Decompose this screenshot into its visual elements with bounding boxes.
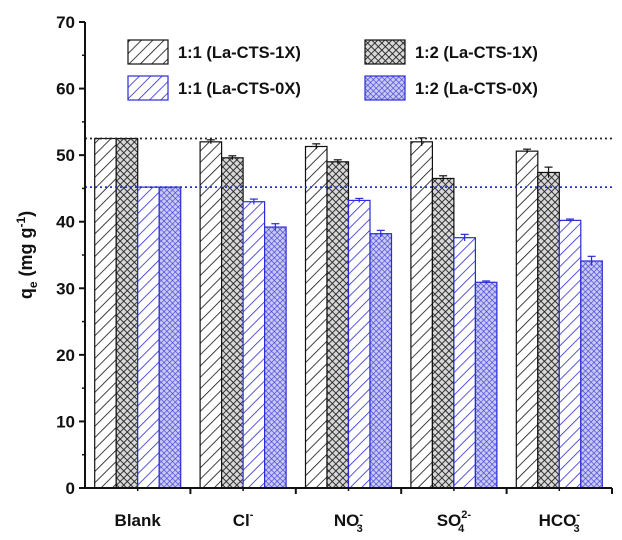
- bar-3-4: [453, 237, 476, 489]
- y-tick-label-4: 40: [56, 213, 75, 232]
- bar-1-2: [199, 141, 223, 489]
- legend-label-1: 1:1 (La-CTS-1X): [178, 44, 301, 62]
- bar-2-1: [115, 137, 139, 489]
- y-axis-label-sub: e: [26, 281, 40, 288]
- y-axis-label-sup: -1: [14, 216, 28, 227]
- bar-4-5: [580, 260, 603, 489]
- legend-swatch-1: [127, 39, 169, 65]
- y-tick-label-2: 20: [56, 346, 75, 365]
- bar-3-1: [137, 186, 160, 489]
- y-tick-label-7: 70: [56, 13, 75, 32]
- y-tick-label-5: 50: [56, 146, 75, 165]
- legend-label-2: 1:2 (La-CTS-1X): [415, 44, 538, 62]
- bar-4-2: [264, 226, 287, 489]
- x-tick-label-1: Blank: [115, 511, 162, 530]
- legend-swatch-2: [364, 39, 406, 65]
- y-axis-label-close: ): [16, 211, 36, 217]
- x-tick-label-sup: -: [576, 509, 580, 521]
- bar-2-2: [221, 157, 244, 489]
- x-tick-label-sub: 3: [574, 523, 580, 535]
- bar-1-1: [94, 137, 117, 489]
- legend-swatch-3: [127, 75, 169, 101]
- legend-label-3: 1:1 (La-CTS-0X): [178, 80, 301, 98]
- x-tick-label-5: HCO- 3: [539, 509, 581, 535]
- bar-1-4: [410, 141, 433, 489]
- x-tick-label-4: SO2- 4: [437, 509, 472, 535]
- y-tick-label-3: 30: [56, 279, 75, 298]
- x-tick-label-sub: 3: [357, 523, 363, 535]
- y-tick-label-1: 10: [56, 412, 75, 431]
- bar-2-5: [537, 171, 560, 489]
- legend-label-4: 1:2 (La-CTS-0X): [415, 80, 538, 98]
- x-tick-label-2: Cl-: [233, 509, 254, 530]
- x-tick-label-base: Blank: [115, 511, 162, 530]
- bars-layer: [94, 137, 603, 489]
- bar-3-2: [242, 201, 266, 489]
- y-axis-label: qe (mg g-1): [14, 211, 40, 299]
- x-tick-label-base: SO: [437, 511, 462, 530]
- x-tick-label-sup: 2-: [461, 509, 471, 521]
- bar-4-4: [474, 281, 498, 489]
- x-tick-label-base: NO: [334, 511, 360, 530]
- y-tick-label-6: 60: [56, 80, 75, 99]
- bar-1-5: [515, 150, 539, 489]
- legend-swatch-4: [364, 75, 406, 101]
- x-tick-label-sup: -: [359, 509, 363, 521]
- bar-2-3: [326, 161, 350, 489]
- y-tick-label-0: 0: [66, 479, 75, 498]
- x-tick-label-sub: 4: [458, 523, 465, 535]
- x-tick-label-sup: -: [250, 509, 254, 521]
- bar-1-3: [304, 145, 328, 489]
- y-axis-label-main: q: [16, 288, 36, 299]
- bar-3-3: [347, 199, 371, 489]
- legend: 1:1 (La-CTS-1X) 1:2 (La-CTS-1X) 1:1 (La-CT…: [127, 39, 538, 101]
- y-axis-label-units: (mg g: [16, 227, 36, 281]
- bar-3-5: [558, 219, 582, 489]
- bar-4-1: [158, 186, 182, 489]
- bar-2-4: [431, 177, 455, 489]
- bar-4-3: [369, 233, 393, 489]
- x-tick-label-base: Cl: [233, 511, 250, 530]
- x-tick-label-3: NO- 3: [334, 509, 364, 535]
- x-tick-label-base: HCO: [539, 511, 577, 530]
